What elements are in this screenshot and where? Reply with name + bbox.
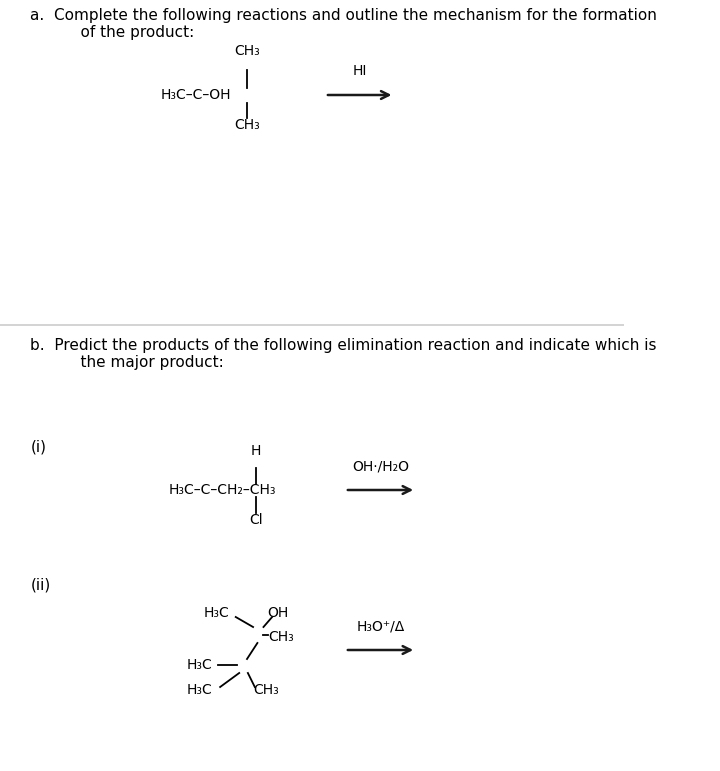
Text: H₃C–C–CH₂–CH₃: H₃C–C–CH₂–CH₃	[169, 483, 276, 497]
Text: H: H	[251, 444, 261, 458]
Text: OH: OH	[267, 606, 288, 620]
Text: CH₃: CH₃	[234, 118, 260, 132]
Text: H₃C: H₃C	[186, 658, 212, 672]
Text: H₃O⁺/Δ: H₃O⁺/Δ	[356, 620, 405, 634]
Text: CH₃: CH₃	[269, 630, 294, 644]
Text: b.  Predict the products of the following elimination reaction and indicate whic: b. Predict the products of the following…	[30, 338, 657, 353]
Text: of the product:: of the product:	[60, 25, 194, 40]
Text: HI: HI	[353, 64, 367, 78]
Text: OH·/H₂O: OH·/H₂O	[352, 460, 409, 474]
Text: CH₃: CH₃	[253, 683, 279, 697]
Text: CH₃: CH₃	[234, 44, 260, 58]
Text: the major product:: the major product:	[60, 355, 223, 370]
Text: a.  Complete the following reactions and outline the mechanism for the formation: a. Complete the following reactions and …	[30, 8, 657, 23]
Text: H₃C: H₃C	[186, 683, 212, 697]
Text: Cl: Cl	[249, 513, 263, 527]
Text: H₃C–C–OH: H₃C–C–OH	[161, 88, 231, 102]
Text: H₃C: H₃C	[204, 606, 230, 620]
Text: (i): (i)	[30, 440, 46, 455]
Text: (ii): (ii)	[30, 578, 50, 593]
